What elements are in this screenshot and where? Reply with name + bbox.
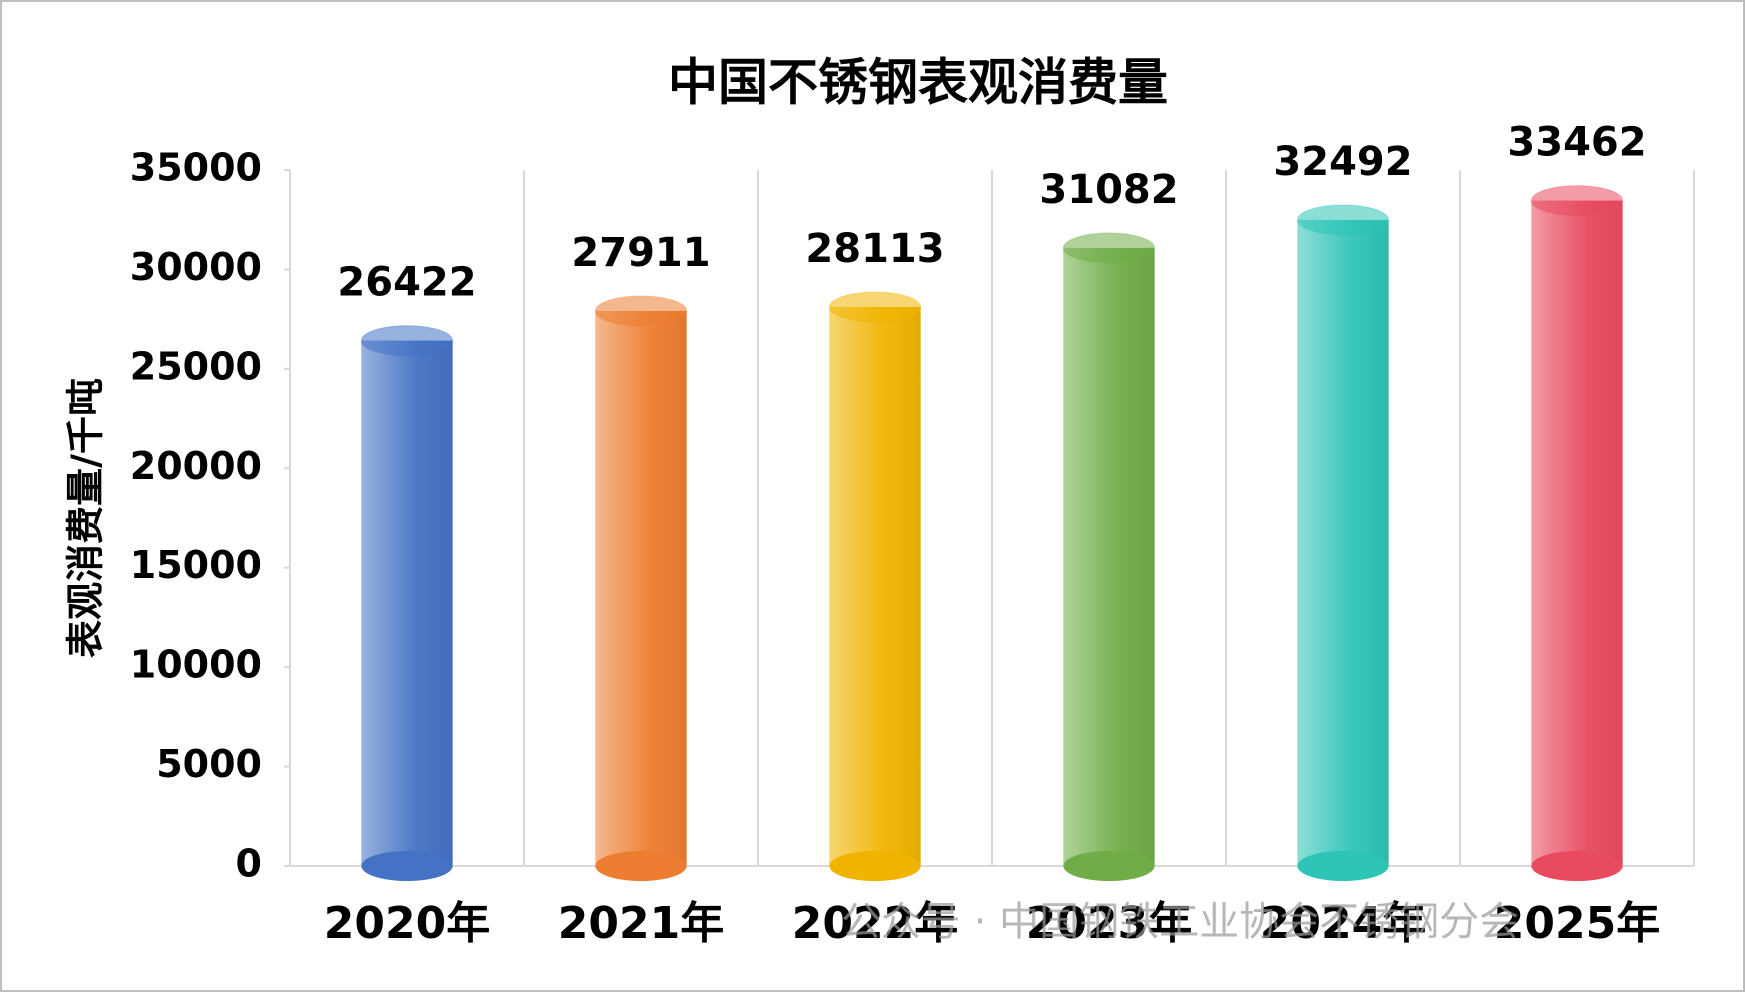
bar-cap [1296, 204, 1390, 236]
watermark: 公众号 · 中国钢铁工业协会不锈钢分会 [841, 899, 1519, 945]
value-label: 28113 [805, 226, 944, 272]
y-tick-label: 35000 [130, 146, 262, 190]
chart-title: 中国不锈钢表观消费量 [668, 54, 1168, 112]
bar-cap [360, 325, 454, 357]
bar-shine [1531, 200, 1623, 866]
bar-cap [1530, 185, 1624, 217]
bar-base [1063, 851, 1155, 881]
bar-base [1531, 851, 1623, 881]
bar-shine [1063, 247, 1155, 866]
bar-shine [1297, 219, 1389, 867]
y-tick-label: 10000 [130, 643, 262, 687]
y-tick-label: 20000 [130, 444, 262, 488]
bar-shine [595, 310, 687, 866]
bar-cap [1062, 232, 1156, 264]
bar-base [829, 851, 921, 881]
value-label: 32492 [1273, 139, 1412, 185]
x-tick-label: 2021年 [558, 898, 724, 949]
bar-shine [829, 306, 921, 867]
value-label: 33462 [1507, 120, 1646, 166]
y-axis-label: 表观消费量/千吨 [64, 378, 108, 658]
value-label: 27911 [571, 230, 710, 276]
bar-shine [361, 340, 453, 866]
value-label: 26422 [337, 260, 476, 306]
x-tick-label: 2024年 [1260, 898, 1426, 949]
y-tick-label: 25000 [130, 344, 262, 388]
y-tick-label: 5000 [156, 742, 262, 786]
value-label: 31082 [1039, 167, 1178, 213]
bar-base [361, 851, 453, 881]
bar-cap [594, 295, 688, 327]
x-tick-label: 2022年 [792, 898, 958, 949]
x-tick-label: 2020年 [324, 898, 490, 949]
y-tick-label: 0 [236, 842, 262, 886]
x-tick-label: 2025年 [1494, 898, 1660, 949]
y-tick-label: 15000 [130, 543, 262, 587]
x-tick-label: 2023年 [1026, 898, 1192, 949]
y-tick-label: 30000 [130, 245, 262, 289]
bar-base [1297, 851, 1389, 881]
bar-base [595, 851, 687, 881]
bar-cap [828, 291, 922, 323]
